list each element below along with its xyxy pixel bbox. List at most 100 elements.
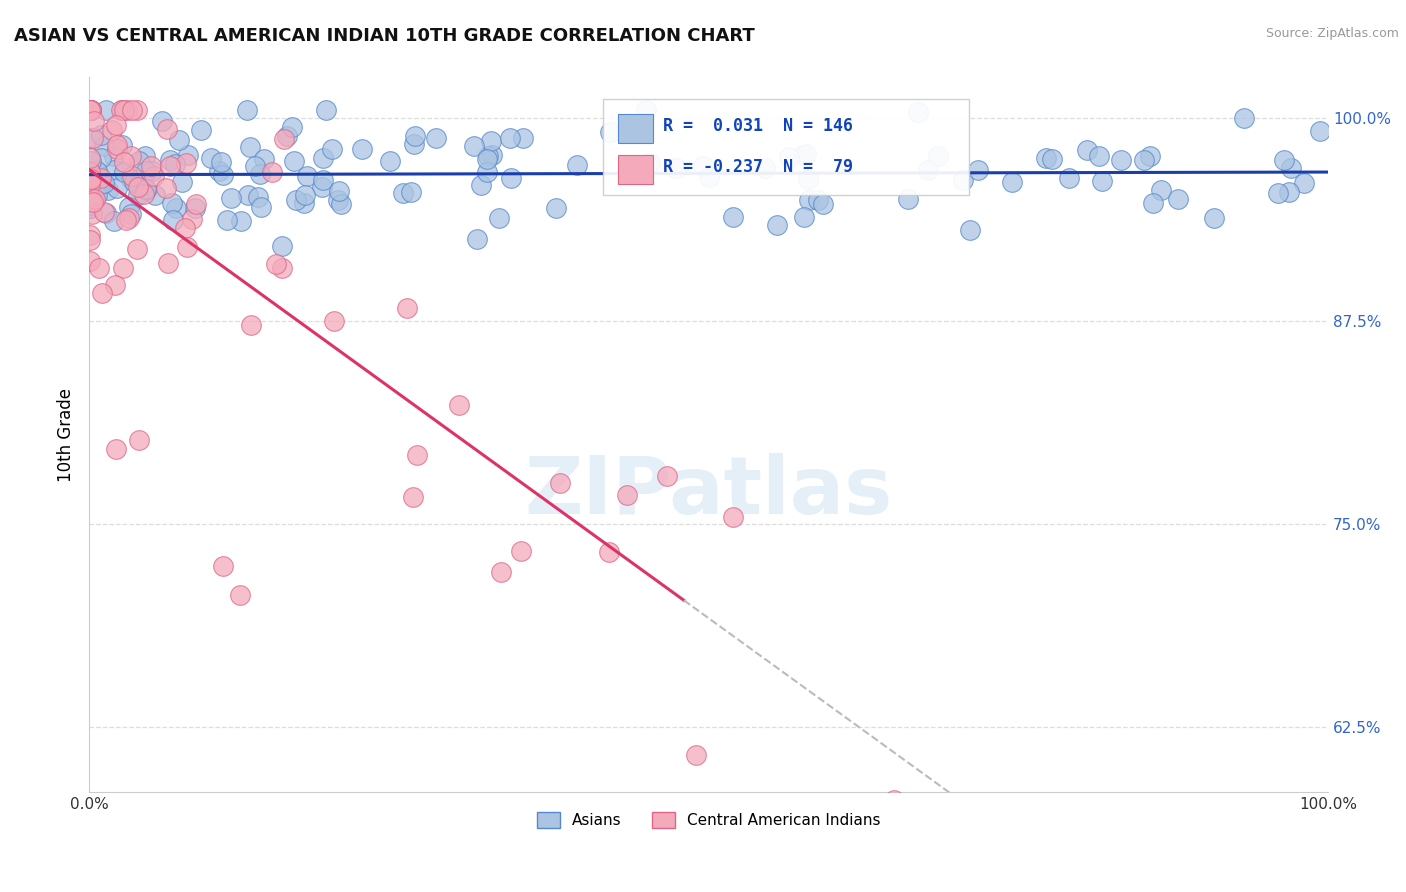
Point (110, 137, 132, 152)
Point (330, 197, 353, 211)
Point (239, 139, 262, 153)
Point (103, 163, 125, 178)
Point (165, 201, 187, 215)
Point (766, 218, 789, 232)
Point (139, 159, 162, 173)
Point (311, 179, 333, 194)
Point (93, 139, 115, 153)
Point (567, 158, 589, 172)
Point (264, 256, 287, 270)
Point (79, 227, 101, 242)
Point (281, 120, 304, 135)
Point (120, 172, 142, 186)
Point (475, 153, 498, 167)
Point (111, 260, 134, 275)
Point (128, 433, 150, 447)
Point (470, 178, 492, 193)
Point (157, 255, 180, 269)
Point (1040, 152, 1063, 166)
Point (79, 130, 101, 145)
Point (211, 168, 233, 182)
Point (155, 180, 177, 194)
Point (721, 210, 744, 224)
Point (402, 490, 425, 504)
Point (150, 114, 173, 128)
Point (211, 559, 233, 574)
Point (90, 128, 112, 143)
Point (262, 165, 284, 179)
Point (378, 153, 401, 168)
Point (599, 125, 621, 139)
Point (86, 163, 108, 178)
Point (253, 152, 276, 166)
Point (328, 184, 350, 198)
Y-axis label: 10th Grade: 10th Grade (58, 388, 75, 482)
Point (697, 170, 720, 185)
Point (499, 171, 522, 186)
Point (174, 155, 197, 169)
Point (249, 200, 271, 214)
Text: R =  0.031  N = 146: R = 0.031 N = 146 (662, 117, 853, 135)
Point (616, 488, 638, 502)
Point (396, 301, 419, 316)
Point (79, 152, 101, 166)
Point (79, 165, 101, 179)
Point (121, 169, 143, 184)
Point (79, 198, 101, 212)
Point (402, 137, 425, 152)
Point (101, 122, 124, 136)
Point (326, 193, 349, 207)
Point (723, 510, 745, 524)
Point (172, 175, 194, 189)
Point (80, 194, 103, 209)
Point (548, 475, 571, 490)
Point (959, 222, 981, 236)
Point (897, 193, 920, 207)
Point (132, 186, 155, 201)
Point (111, 103, 134, 117)
Point (405, 449, 427, 463)
Point (82, 207, 104, 221)
Point (1277, 185, 1299, 199)
FancyBboxPatch shape (619, 154, 652, 184)
Point (90, 151, 112, 165)
Point (1057, 170, 1080, 185)
Point (125, 103, 148, 117)
Point (208, 164, 231, 178)
Point (80, 103, 103, 117)
Point (350, 142, 373, 156)
Point (636, 103, 658, 117)
Point (79, 177, 101, 191)
Point (159, 159, 181, 173)
Legend: Asians, Central American Indians: Asians, Central American Indians (530, 806, 887, 834)
Point (321, 142, 343, 156)
Point (118, 211, 141, 225)
Point (638, 156, 661, 170)
Point (105, 118, 128, 132)
Point (112, 103, 135, 117)
Text: ASIAN VS CENTRAL AMERICAN INDIAN 10TH GRADE CORRELATION CHART: ASIAN VS CENTRAL AMERICAN INDIAN 10TH GR… (14, 27, 755, 45)
Point (883, 793, 905, 807)
Point (80, 171, 103, 186)
Point (156, 122, 179, 136)
Point (118, 200, 141, 214)
Point (907, 105, 929, 120)
Point (425, 130, 447, 145)
Point (80, 172, 103, 186)
Point (404, 129, 426, 144)
Point (181, 212, 204, 227)
Point (1142, 196, 1164, 211)
Point (1167, 192, 1189, 206)
Point (127, 180, 149, 194)
Point (657, 469, 679, 483)
Point (292, 195, 315, 210)
Point (79, 103, 101, 117)
Point (135, 183, 157, 197)
Point (1308, 124, 1330, 138)
Point (315, 103, 337, 117)
Point (97, 183, 120, 197)
Point (283, 153, 305, 168)
Point (952, 173, 974, 187)
Point (509, 543, 531, 558)
Point (449, 398, 471, 412)
